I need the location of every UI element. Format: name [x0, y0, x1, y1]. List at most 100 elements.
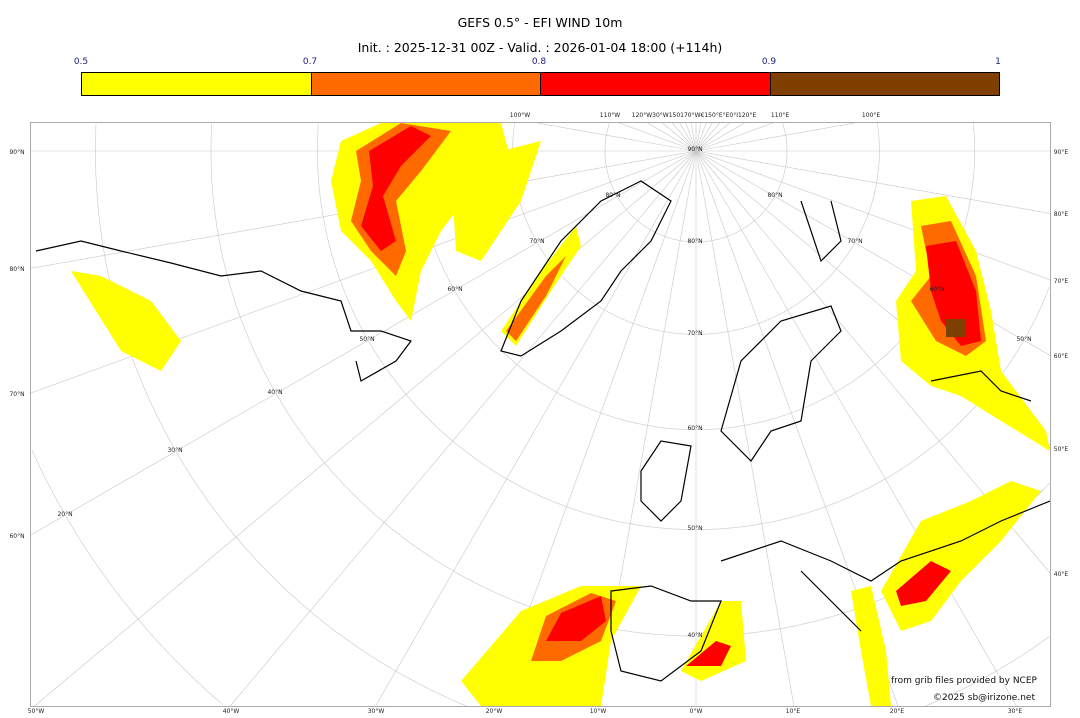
lon-label-right: 50°E: [1053, 446, 1069, 453]
colorbar-tick: 0.7: [302, 57, 318, 67]
efi-area-red: [686, 641, 731, 666]
colorbar-bin: [540, 73, 770, 95]
efi-area-yellow: [451, 141, 541, 261]
lat-label: 70°N: [529, 238, 545, 245]
meridian-line: [695, 150, 1050, 214]
colorbar-tick: 0.8: [531, 57, 547, 67]
lat-label: 40°N: [687, 632, 703, 639]
lat-label: 80°N: [605, 192, 621, 199]
efi-area-red: [896, 561, 951, 606]
lat-label: 70°N: [847, 238, 863, 245]
meridian-line: [685, 123, 697, 152]
meridian-line: [662, 123, 697, 152]
meridian-line: [679, 123, 697, 152]
efi-area-red: [361, 126, 431, 251]
lat-label: 20°N: [57, 511, 73, 518]
lat-label-left: 60°N: [9, 533, 25, 540]
coastlines: [35, 180, 1050, 682]
lon-label-right: 70°E: [1053, 278, 1069, 285]
efi-area-brown: [946, 319, 966, 337]
lat-label: 80°N: [767, 192, 783, 199]
lat-label: 50°N: [687, 525, 703, 532]
meridian-line: [34, 150, 697, 706]
lon-label-bottom: 30°E: [1007, 708, 1023, 715]
colorbar-tick: 0.5: [73, 57, 89, 67]
lat-label-left: 80°N: [9, 266, 25, 273]
lon-label-top: 100°E: [861, 112, 881, 119]
lon-label-bottom: 0°W: [689, 708, 703, 715]
efi-area-orange: [506, 256, 566, 341]
latitude-circle: [31, 449, 224, 706]
meridian-line: [375, 150, 697, 706]
lat-label: 60°N: [687, 425, 703, 432]
lat-label: 30°N: [167, 447, 183, 454]
meridian-line: [695, 123, 702, 152]
lon-label-right: 80°E: [1053, 211, 1069, 218]
efi-area-yellow: [681, 601, 746, 681]
meridian-line: [695, 123, 730, 152]
chart-title: GEFS 0.5° - EFI WIND 10m: [457, 15, 623, 30]
colorbar-tick: 0.9: [761, 57, 777, 67]
lat-label-left: 70°N: [9, 391, 25, 398]
meridian-line: [537, 123, 697, 152]
meridian-line: [695, 123, 713, 152]
lon-label-top: 100°W: [509, 112, 531, 119]
meridian-line: [672, 123, 697, 152]
latitude-circle: [604, 123, 788, 243]
lon-label-bottom: 40°W: [222, 708, 240, 715]
lat-label: 70°N: [687, 330, 703, 337]
lon-label-bottom: 50°W: [27, 708, 45, 715]
efi-area-red: [926, 241, 981, 346]
meridian-line: [695, 123, 720, 152]
meridian-line: [230, 150, 697, 706]
lon-label-right: 60°E: [1053, 353, 1069, 360]
lat-label: 60°N: [929, 286, 945, 293]
latitude-circle: [317, 124, 1050, 530]
lon-label-top: 110°E: [770, 112, 790, 119]
meridian-line: [618, 123, 697, 152]
lon-label-top: 110°W: [599, 112, 621, 119]
copyright-credit: ©2025 sb@irizone.net: [933, 693, 1035, 703]
meridian-line: [695, 150, 1050, 281]
lon-label-bottom: 10°W: [589, 708, 607, 715]
meridian-line: [695, 123, 745, 152]
map-svg: [31, 123, 1050, 706]
meridian-line: [695, 150, 1017, 706]
colorbar-bin: [82, 73, 311, 95]
lat-label: 50°N: [359, 336, 375, 343]
efi-area-yellow: [881, 481, 1041, 631]
meridian-line: [695, 150, 795, 706]
colorbar: [81, 72, 1000, 96]
lon-label-right: 90°E: [1053, 149, 1069, 156]
lat-label: 80°N: [687, 238, 703, 245]
chart-subtitle: Init. : 2025-12-31 00Z - Valid. : 2026-0…: [357, 40, 723, 55]
lon-label-bottom: 20°W: [485, 708, 503, 715]
efi-area-yellow: [71, 271, 181, 371]
lat-label: 40°N: [267, 389, 283, 396]
lat-label: 60°N: [447, 286, 463, 293]
lon-label-right: 40°E: [1053, 571, 1069, 578]
meridian-line: [695, 150, 1050, 356]
meridian-line: [31, 150, 697, 536]
colorbar-bin: [769, 73, 999, 95]
efi-area-red: [546, 596, 606, 641]
colorbar-tick: 1: [995, 57, 1001, 67]
lon-label-top: 120°W30°W150170°W€150°E°E0°I120°E: [631, 112, 757, 119]
data-source-credit: from grib files provided by NCEP: [891, 676, 1037, 686]
efi-area-yellow: [851, 586, 891, 706]
lon-label-bottom: 10°E: [785, 708, 801, 715]
meridian-line: [695, 123, 855, 152]
meridian-line: [647, 123, 697, 152]
lat-label: 90°N: [687, 146, 703, 153]
efi-fields: [71, 123, 1050, 706]
lon-label-bottom: 30°W: [367, 708, 385, 715]
meridian-line: [695, 123, 774, 152]
map-panel: [30, 122, 1051, 707]
colorbar-bin: [310, 73, 540, 95]
lon-label-bottom: 20°E: [889, 708, 905, 715]
lat-label-left: 90°N: [9, 149, 25, 156]
meridian-line: [690, 123, 697, 152]
lat-label: 50°N: [1016, 336, 1032, 343]
meridian-line: [695, 123, 707, 152]
